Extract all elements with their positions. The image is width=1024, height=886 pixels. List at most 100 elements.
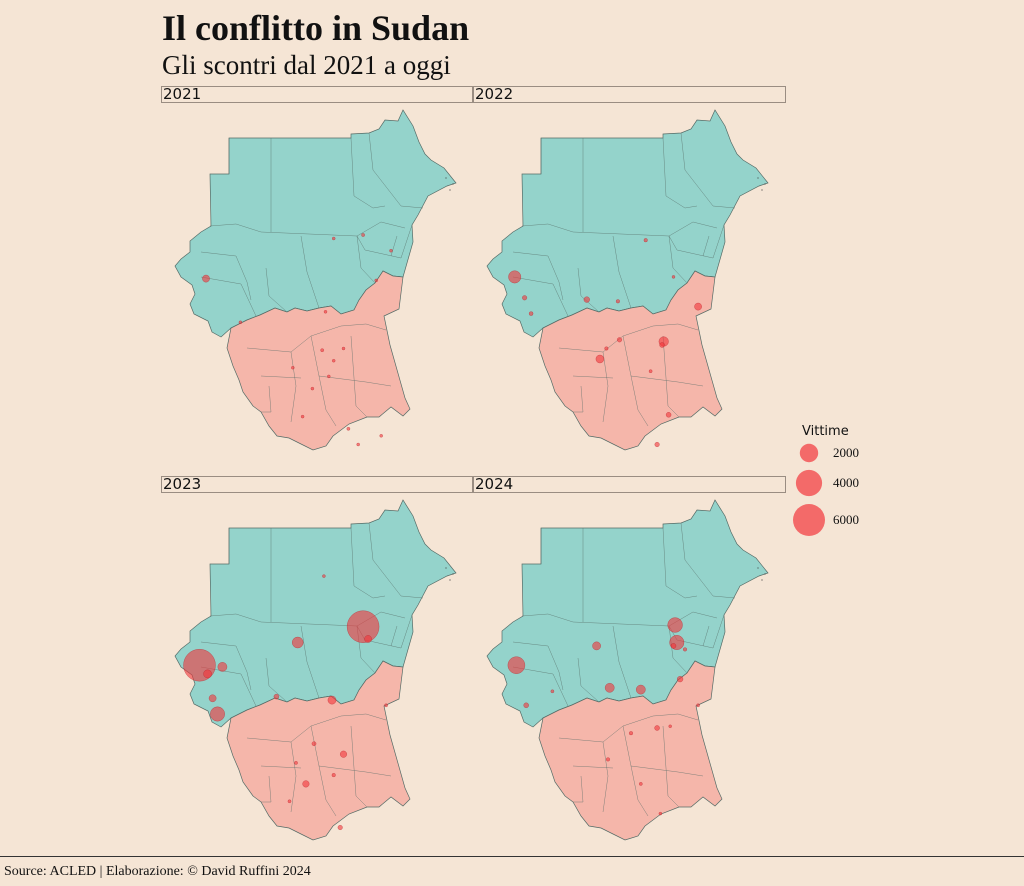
state-border xyxy=(558,323,699,353)
event-point xyxy=(616,337,623,343)
south-sudan-shape xyxy=(226,270,411,451)
state-border xyxy=(558,713,699,743)
state-border xyxy=(350,527,386,599)
event-point xyxy=(323,310,328,314)
event-point xyxy=(654,725,660,731)
map-panel-0 xyxy=(174,109,457,451)
event-point xyxy=(550,689,555,694)
state-border xyxy=(260,765,302,769)
map-panel-1 xyxy=(486,109,769,451)
legend-label-2000: 2000 xyxy=(833,445,859,460)
state-border xyxy=(512,251,564,301)
state-border xyxy=(572,765,614,769)
state-border xyxy=(680,522,736,599)
state-border xyxy=(265,267,288,313)
event-point xyxy=(331,236,336,241)
state-border xyxy=(260,231,402,259)
state-border xyxy=(712,224,725,259)
state-border xyxy=(368,522,424,599)
event-points xyxy=(507,617,700,816)
state-border xyxy=(290,741,297,813)
state-border xyxy=(318,375,392,387)
island-mark xyxy=(764,183,766,185)
island-mark xyxy=(452,183,454,185)
state-border xyxy=(662,725,680,808)
event-point xyxy=(287,799,292,804)
state-border xyxy=(512,666,569,707)
event-point xyxy=(694,302,702,311)
state-border xyxy=(572,231,714,259)
state-border xyxy=(356,221,406,237)
island-mark xyxy=(445,567,447,569)
event-point xyxy=(203,669,212,679)
event-points xyxy=(508,238,702,448)
sudan-shape xyxy=(486,109,769,338)
state-border xyxy=(622,725,649,817)
event-point xyxy=(615,299,620,304)
state-border xyxy=(573,775,584,803)
island-mark xyxy=(757,567,759,569)
state-border xyxy=(702,235,710,257)
island-mark xyxy=(757,177,759,179)
state-border xyxy=(630,375,704,387)
event-point xyxy=(339,750,348,758)
state-borders xyxy=(512,132,736,427)
south-sudan-shape xyxy=(538,660,723,841)
event-point xyxy=(331,773,336,778)
legend-label-4000: 4000 xyxy=(833,475,859,490)
state-border xyxy=(668,235,688,284)
panel-label-1: 2022 xyxy=(473,86,786,103)
state-border xyxy=(662,137,698,209)
sudan-shape xyxy=(174,109,457,338)
state-border xyxy=(260,375,302,379)
legend-circle xyxy=(799,443,819,463)
event-point xyxy=(643,238,648,243)
state-border xyxy=(356,235,376,284)
state-border xyxy=(622,335,649,427)
event-point xyxy=(668,724,672,729)
state-border xyxy=(512,276,569,317)
state-border xyxy=(577,267,600,313)
island-mark xyxy=(761,189,763,191)
island-mark xyxy=(761,579,763,581)
legend-title: Vittime xyxy=(802,424,849,439)
state-border xyxy=(602,741,609,813)
event-point xyxy=(667,617,683,633)
event-point xyxy=(310,386,315,391)
event-point xyxy=(331,358,336,363)
state-borders xyxy=(200,522,424,817)
state-border xyxy=(290,351,297,423)
state-border xyxy=(209,223,262,233)
state-border xyxy=(662,527,698,599)
state-borders xyxy=(200,132,424,427)
event-point xyxy=(202,274,210,283)
event-point xyxy=(327,374,331,379)
event-point xyxy=(635,684,646,695)
state-border xyxy=(521,223,574,233)
state-border xyxy=(209,613,262,623)
event-point xyxy=(389,248,393,253)
event-point xyxy=(583,296,590,303)
event-point xyxy=(208,694,217,703)
event-point xyxy=(670,643,677,649)
event-point xyxy=(341,346,346,351)
state-border xyxy=(668,625,688,674)
state-border xyxy=(261,385,272,413)
map-panel-2 xyxy=(174,499,457,841)
south-sudan-shape xyxy=(226,660,411,841)
event-point xyxy=(379,434,383,438)
state-border xyxy=(680,132,736,209)
state-border xyxy=(702,625,710,647)
sudan-shape xyxy=(486,499,769,728)
event-point xyxy=(337,824,343,831)
state-border xyxy=(573,385,584,413)
state-border xyxy=(668,221,718,237)
event-point xyxy=(273,693,280,700)
state-border xyxy=(310,335,337,427)
panel-label-0: 2021 xyxy=(161,86,473,103)
map-panel-3 xyxy=(486,499,769,841)
state-border xyxy=(630,765,704,777)
panel-label-2: 2023 xyxy=(161,476,473,493)
event-point xyxy=(384,703,388,708)
event-point xyxy=(322,574,326,578)
